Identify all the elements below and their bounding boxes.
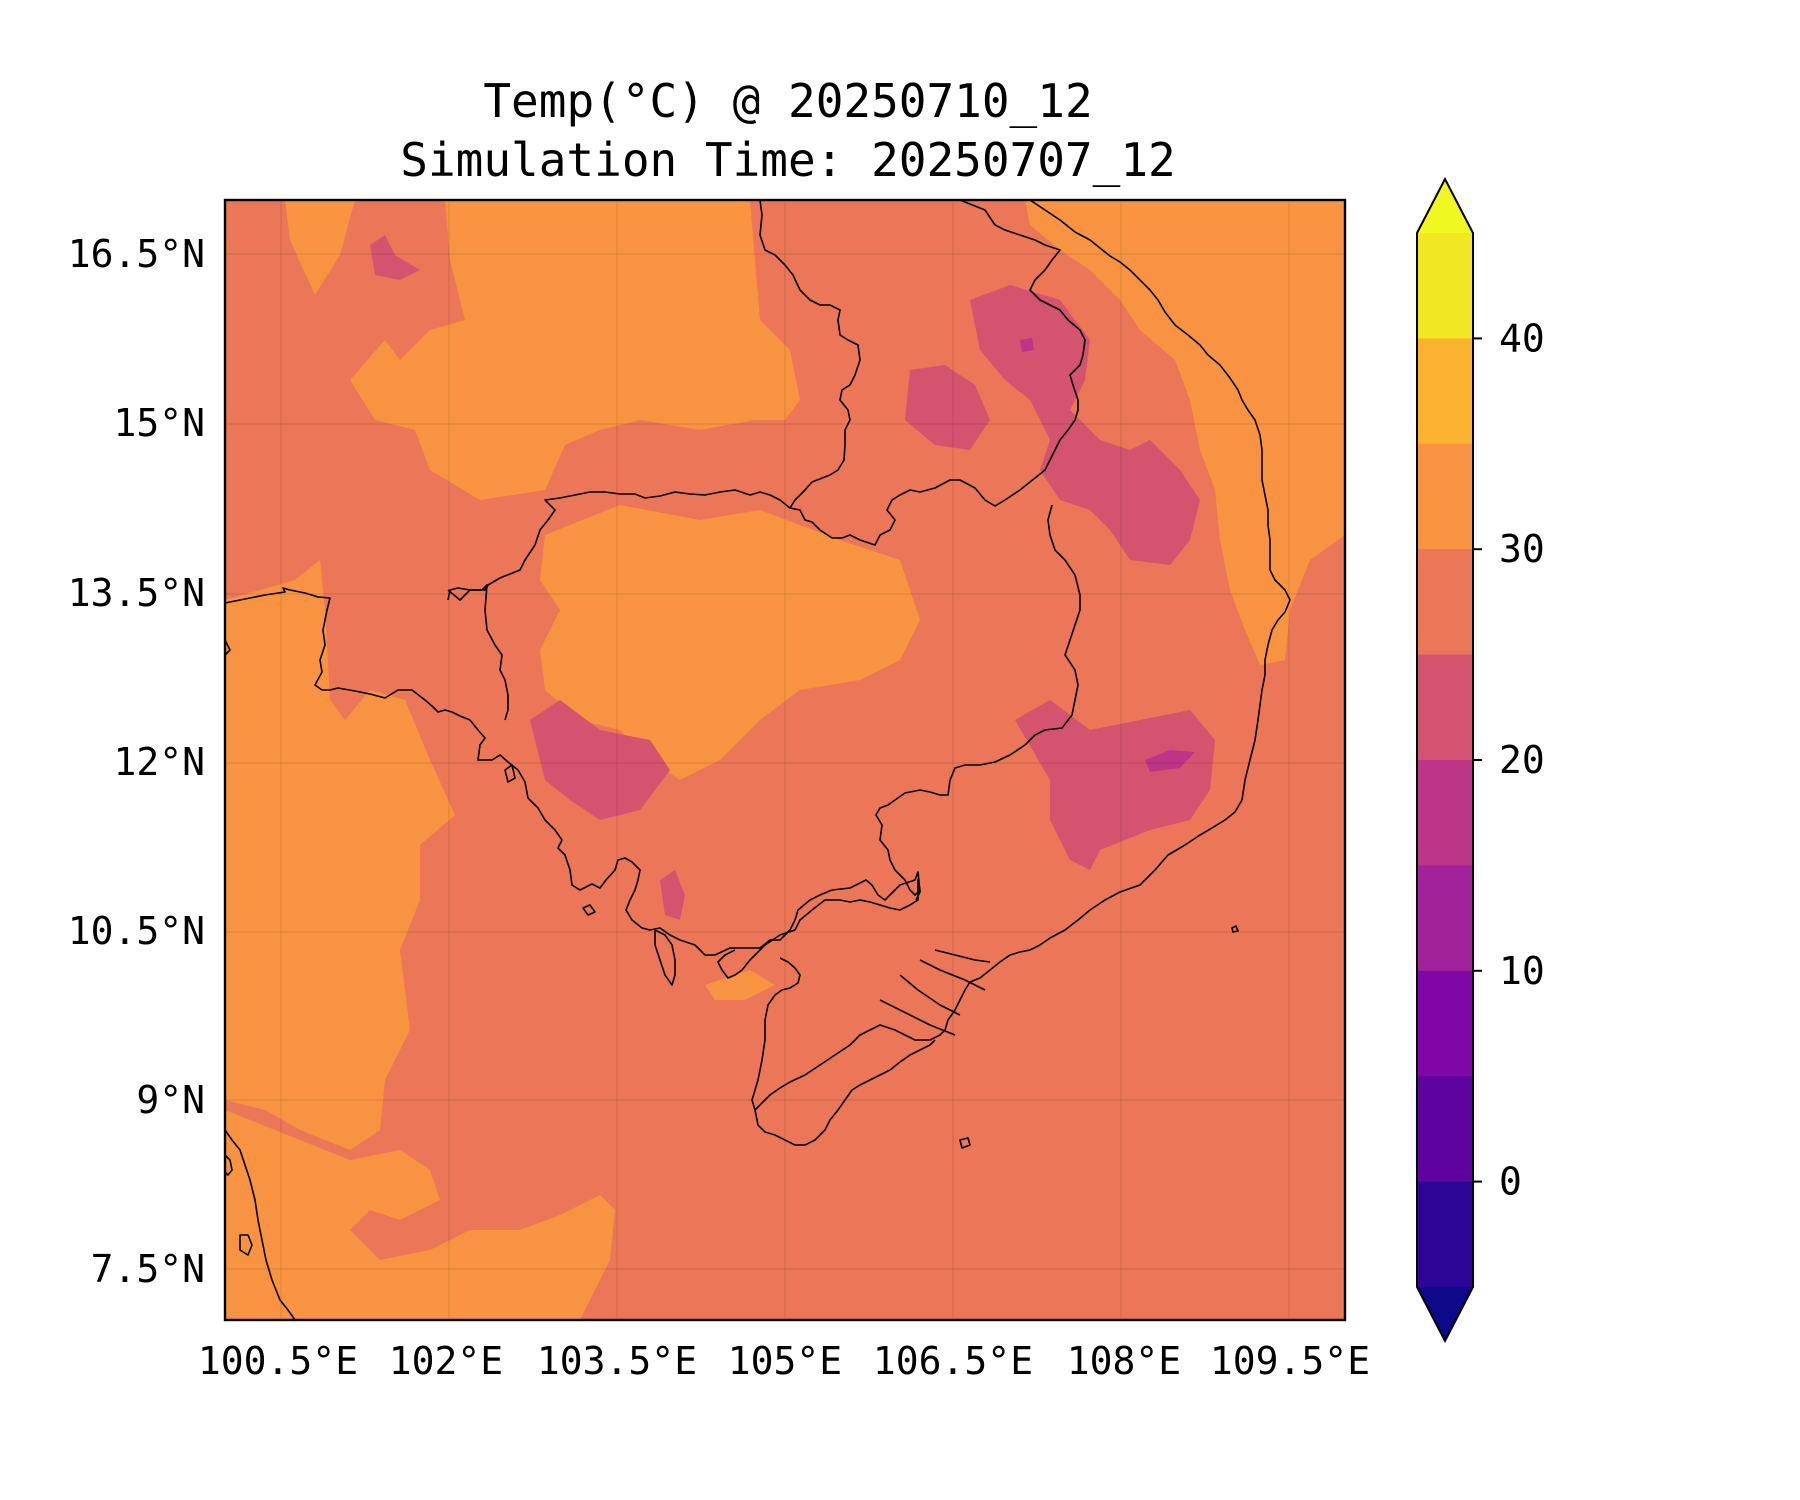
border-cambodia-vietnam <box>794 504 1081 931</box>
lon-tick-label: 109.5°E <box>1210 1339 1370 1383</box>
colorbar-outline <box>1416 176 1474 1344</box>
contour-30-35-southwest <box>225 1110 615 1320</box>
colorbar-band <box>1417 443 1473 550</box>
island-small-1 <box>959 1137 971 1149</box>
colorbar-tick-label: 40 <box>1499 316 1545 360</box>
delta-branch-4 <box>934 949 991 963</box>
delta-branch-2 <box>899 974 961 1016</box>
lon-tick-label: 105°E <box>728 1339 842 1383</box>
lon-tick-label: 108°E <box>1067 1339 1181 1383</box>
lon-tick-label: 100.5°E <box>198 1339 358 1383</box>
delta-branch-3 <box>919 959 986 991</box>
contour-20-25-plateau <box>905 365 990 450</box>
coast-vietnam-east <box>1029 199 1291 951</box>
lon-tick-label: 103.5°E <box>537 1339 697 1383</box>
lon-tick-label: 102°E <box>389 1339 503 1383</box>
colorbar-band <box>1417 760 1473 866</box>
island-koh-kong <box>504 764 516 783</box>
coastlines-and-borders <box>224 199 1291 1321</box>
contour-30-35-north <box>225 200 800 500</box>
map-frame <box>223 198 1347 1322</box>
contour-30-35-west <box>225 560 455 1150</box>
colorbar-band <box>1417 654 1473 761</box>
colorbar-band <box>1417 1076 1473 1183</box>
contour-20-25-central-highlands <box>1015 700 1215 870</box>
coast-thailand-peninsula <box>224 1129 296 1321</box>
lat-tick-label: 12°N <box>113 740 205 784</box>
contour-20-25-south-blob <box>660 870 685 920</box>
contour-30-35-central <box>540 505 920 780</box>
lat-tick-label: 13.5°N <box>68 571 205 615</box>
island-small-2 <box>1231 925 1239 933</box>
contour-20-25-cardamom <box>530 700 670 820</box>
lat-tick-label: 10.5°N <box>68 909 205 953</box>
colorbar-tick-label: 30 <box>1499 527 1545 571</box>
border-myanmar-thailand <box>224 587 471 721</box>
lat-axis: 16.5°N 15°N 13.5°N 12°N 10.5°N 9°N 7.5°N <box>68 232 205 1291</box>
colorbar-tick-label: 10 <box>1499 949 1545 993</box>
colorbar-band <box>1417 970 1473 1077</box>
lon-axis: 100.5°E 102°E 103.5°E 105°E 106.5°E 108°… <box>198 1339 1370 1383</box>
lat-tick-label: 15°N <box>113 401 205 445</box>
contour-20-25-highlands <box>970 285 1200 565</box>
colorbar-tick-label: 20 <box>1499 738 1545 782</box>
island-phu-quoc <box>654 929 676 986</box>
coast-delta-south <box>751 949 1031 1111</box>
gridlines <box>225 200 1345 1320</box>
lat-tick-label: 9°N <box>136 1078 205 1122</box>
border-myanmar-west <box>224 639 231 656</box>
island-small-3 <box>582 904 596 916</box>
border-laos-cambodia-vietnam <box>789 199 1086 546</box>
colorbar-extend-top <box>1417 179 1473 233</box>
border-cambodia-west <box>447 584 509 721</box>
colorbar-band <box>1417 1181 1473 1288</box>
island-samui <box>239 1234 253 1256</box>
coast-camau-tip <box>754 1039 936 1146</box>
colorbar: 40 30 20 10 0 <box>1416 176 1545 1344</box>
colorbar-band <box>1417 233 1473 339</box>
coast-peninsula-east <box>224 1154 233 1176</box>
colorbar-band <box>1417 549 1473 656</box>
contour-15-20-spot-south <box>1145 750 1195 772</box>
lat-tick-label: 7.5°N <box>91 1247 205 1291</box>
border-thailand-cambodia <box>794 871 921 921</box>
lat-tick-label: 16.5°N <box>68 232 205 276</box>
delta-branch-1 <box>879 999 956 1036</box>
coast-thailand-gulf-east <box>469 719 796 956</box>
colorbar-band <box>1417 338 1473 445</box>
colorbar-extend-bottom <box>1417 1287 1473 1341</box>
colorbar-band <box>1417 865 1473 972</box>
temperature-contours <box>225 200 1345 1320</box>
contour-30-35-south-blob <box>705 970 775 1000</box>
map-title: Temp(°C) @ 20250710_12 <box>483 74 1093 128</box>
map-subtitle: Simulation Time: 20250707_12 <box>400 133 1176 187</box>
contour-15-20-spot-north <box>1020 338 1034 352</box>
contour-30-35-east-coast <box>1025 200 1345 665</box>
colorbar-tick-label: 0 <box>1499 1160 1522 1204</box>
coast-mekong-delta <box>717 929 796 979</box>
lon-tick-label: 106.5°E <box>873 1339 1033 1383</box>
contour-20-25-north <box>370 235 420 280</box>
